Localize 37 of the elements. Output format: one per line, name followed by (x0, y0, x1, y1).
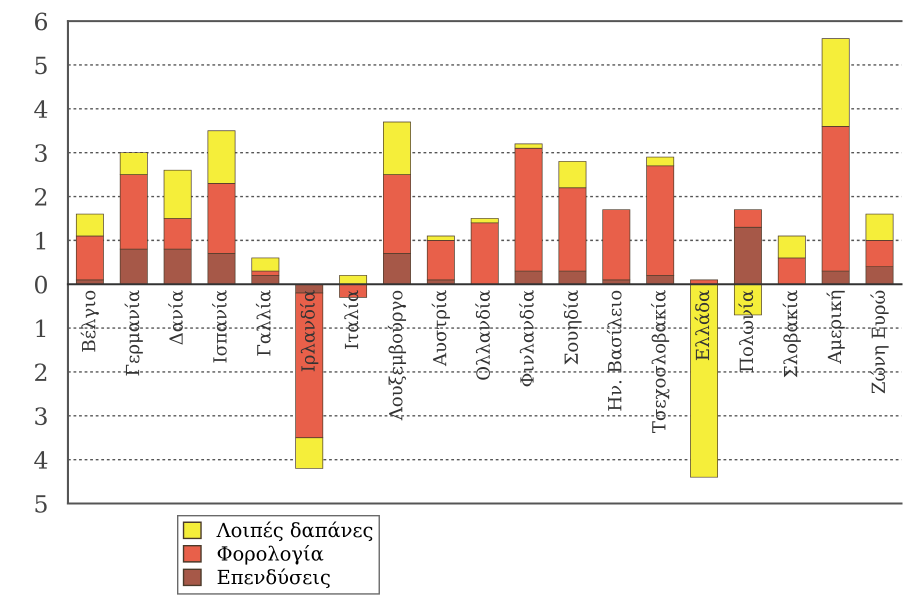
bar (602, 209, 630, 280)
x-tick-label: Δανία (168, 290, 183, 345)
y-tick-label: 2 (35, 188, 46, 206)
y-tick-label: 3 (35, 407, 47, 426)
x-tick-label: Τσεχοσλοβακία (650, 290, 670, 433)
bar (690, 284, 718, 478)
x-tick-label: Πολωνία (738, 290, 754, 372)
x-tick-label: Σλοβακία (782, 290, 801, 378)
y-tick-label: 2 (35, 363, 46, 381)
y-tick-label: 6 (35, 12, 48, 30)
legend-label: Φορολογία (218, 544, 324, 565)
legend-label: Επενδύσεις (218, 568, 330, 588)
x-tick-label: Ολλανδία (475, 290, 490, 380)
x-tick-label: Ελλάδα (694, 290, 710, 360)
y-tick-label: 5 (35, 56, 47, 74)
x-tick-label: Γερμανία (124, 290, 143, 376)
bar (470, 222, 499, 285)
y-tick-label: 5 (35, 495, 47, 513)
y-tick-label: 4 (34, 100, 48, 118)
x-tick-label: Αμερική (826, 290, 845, 364)
x-tick-label: Σουηδία (563, 290, 582, 365)
x-tick-label: Ιρλανδία (300, 290, 318, 372)
x-tick-label: Ζώνη Ευρώ (870, 290, 889, 394)
x-tick-label: Ιταλία (344, 290, 358, 349)
x-tick-label: Ην. Βασίλειο (606, 290, 622, 411)
y-tick-label: 3 (35, 144, 47, 162)
y-tick-label: 1 (36, 320, 46, 338)
x-tick-label: Ισπανία (212, 290, 227, 363)
y-tick-label: 4 (34, 451, 48, 469)
x-tick-label: Βέλγιο (80, 290, 99, 352)
x-tick-label: Λουξεμβούργο (388, 290, 406, 420)
y-tick-label: 1 (36, 232, 46, 250)
x-tick-label: Γαλλία (256, 290, 271, 356)
legend-label: Λοιπές δαπάνες (216, 521, 372, 542)
y-tick-label: 0 (35, 276, 47, 294)
x-tick-label: Αυστρία (432, 290, 450, 366)
x-tick-label: Φινλανδία (519, 290, 534, 386)
